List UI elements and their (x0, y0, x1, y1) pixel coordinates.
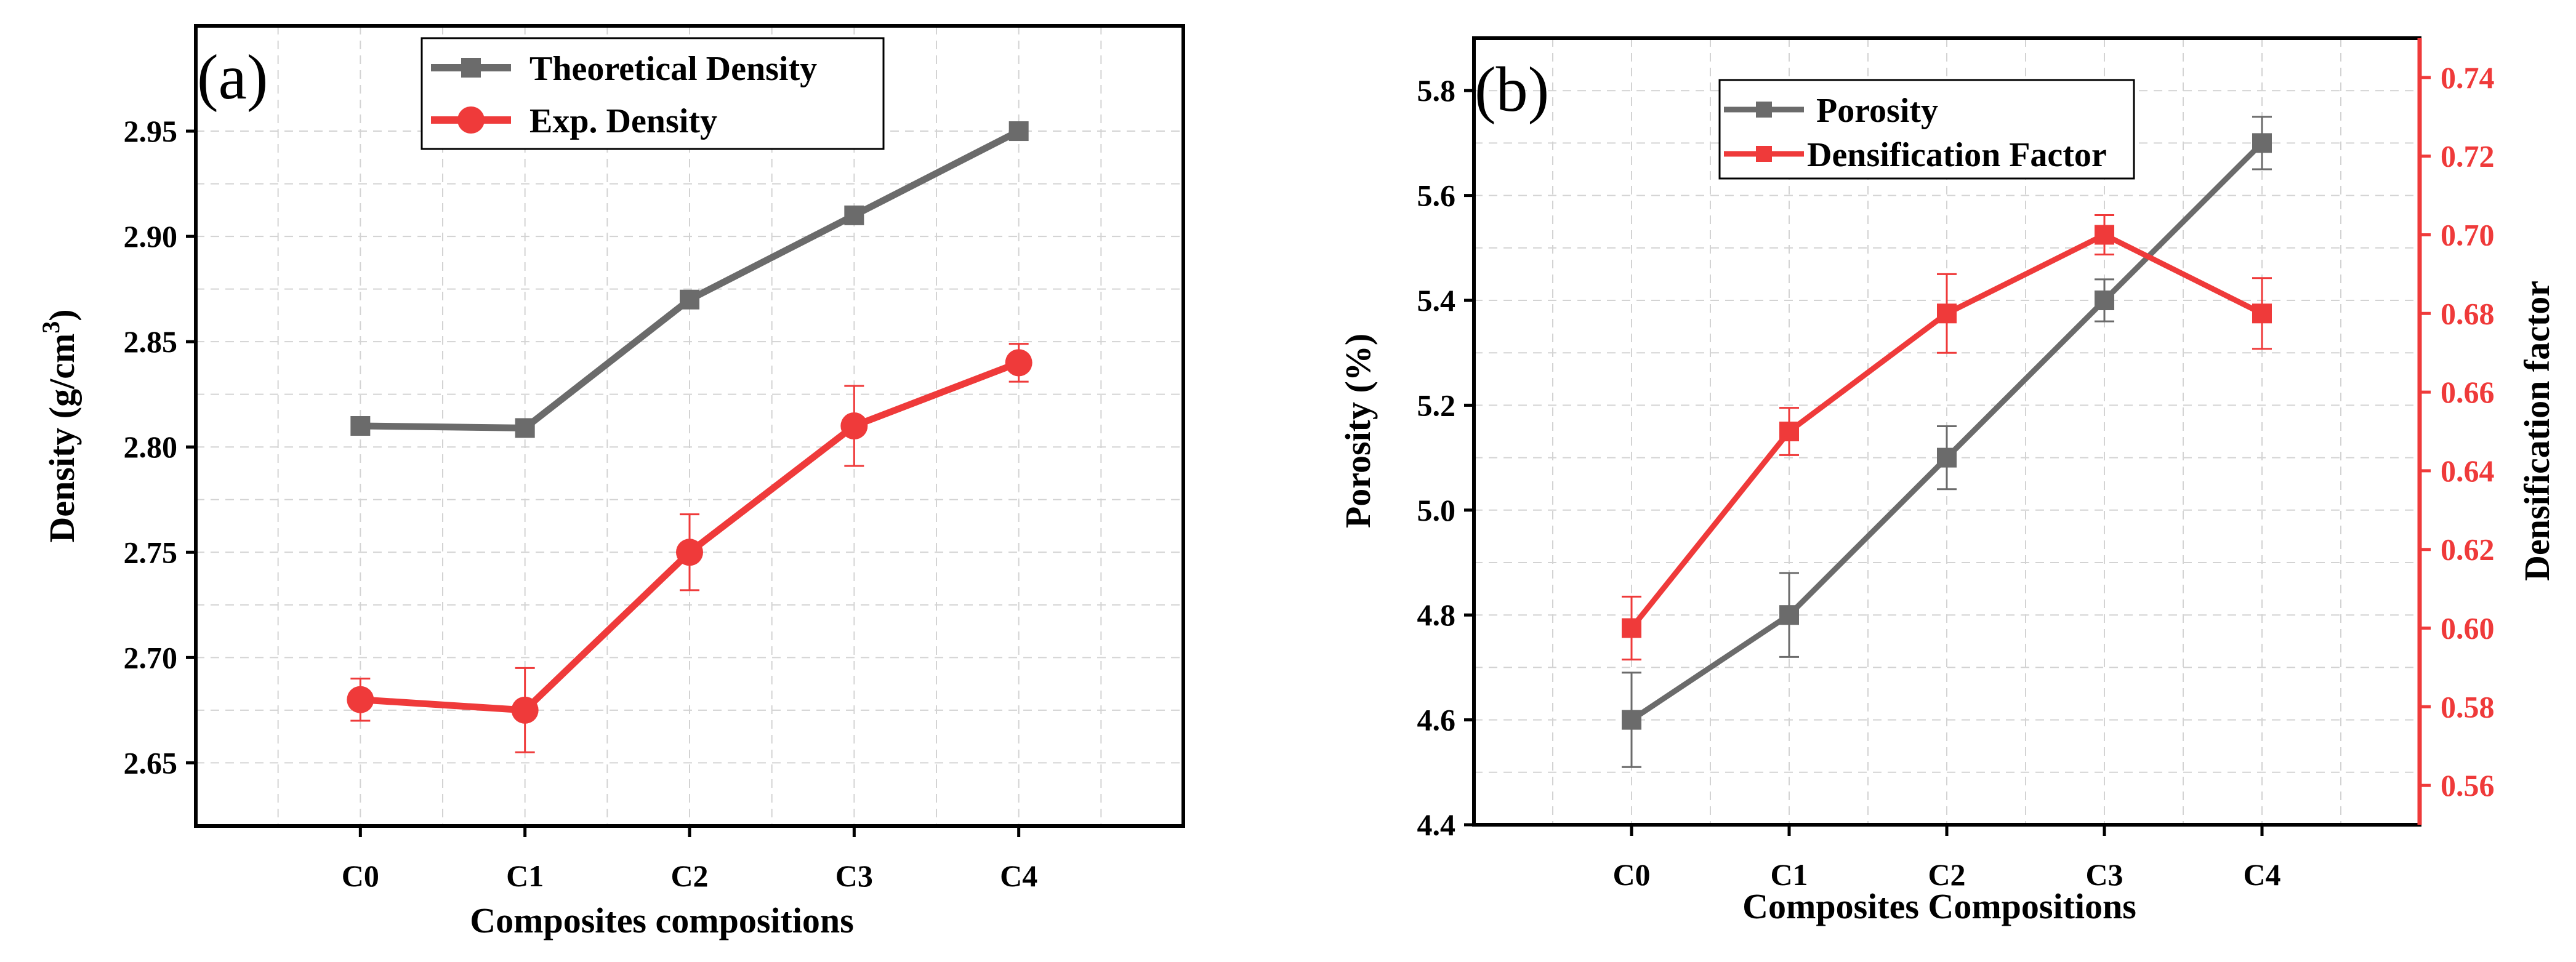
y-tick-label: 2.90 (124, 219, 178, 254)
y2-tick-label: 0.64 (2441, 454, 2495, 488)
data-point-theoretical-density (1008, 121, 1029, 142)
panel-b-legend-box (1718, 79, 2135, 180)
panel-a-legend-box (421, 37, 885, 150)
y2-tick-label: 0.70 (2441, 218, 2495, 252)
data-point-densification-factor (2252, 303, 2272, 324)
panel-a-series (347, 121, 1032, 753)
x-tick-label: C2 (670, 859, 708, 893)
panel-a-grid (196, 26, 1183, 826)
panel-a-y-axis-title: Density (g/cm3) (37, 309, 82, 542)
y2-tick-label: 0.56 (2441, 768, 2495, 803)
y-tick-label: 5.4 (1417, 283, 1456, 318)
y-tick-label: 2.95 (124, 114, 178, 148)
y-tick-label: 4.8 (1417, 598, 1456, 632)
y2-tick-label: 0.68 (2441, 296, 2495, 331)
y-tick-label: 5.0 (1417, 493, 1456, 527)
legend-densification-factor-label: Densification Factor (1807, 136, 2107, 174)
y2-tick-label: 0.62 (2441, 532, 2495, 567)
y-tick-label: 2.75 (124, 535, 178, 569)
x-tick-label: C4 (2243, 857, 2280, 892)
x-tick-label: C2 (1928, 857, 1965, 892)
x-tick-label: C0 (1612, 857, 1650, 892)
y-tick-label: 5.2 (1417, 388, 1456, 422)
series-porosity (1622, 116, 2272, 768)
panel-b-y2-axis-title: Densification factor (2517, 281, 2557, 581)
y-tick-label: 5.8 (1417, 73, 1456, 108)
legend-porosity-marker (1756, 102, 1772, 118)
data-point-densification-factor (1779, 422, 1799, 441)
x-tick-label: C0 (342, 859, 379, 893)
x-tick-label: C1 (506, 859, 544, 893)
legend-porosity-label: Porosity (1816, 92, 1938, 130)
panel-a-x-axis-title: Composites compositions (470, 900, 854, 940)
data-point-densification-factor (1937, 303, 1957, 324)
data-point-porosity (1779, 605, 1799, 625)
y-tick-label: 4.4 (1417, 808, 1456, 842)
x-tick-label: C4 (1000, 859, 1037, 893)
data-point-porosity (1622, 710, 1641, 730)
x-tick-label: C3 (2085, 857, 2123, 892)
data-point-densification-factor (2095, 225, 2114, 245)
panel-a-density-chart: 2.65 2.70 2.75 2.80 2.85 2.90 2.95 C0 C1 C2 C3 C4 (… (37, 24, 1185, 940)
y2-tick-label: 0.74 (2441, 60, 2495, 95)
panel-b-label: (b) (1475, 54, 1549, 125)
panel-a-legend: Theoretical Density Exp. Density (421, 37, 885, 150)
series-densification-factor (1622, 214, 2272, 661)
series-theoretical-density (350, 121, 1029, 438)
data-point-theoretical-density (680, 289, 699, 310)
panel-b-y-axis-title: Porosity (%) (1338, 334, 1378, 528)
y2-tick-label: 0.66 (2441, 375, 2495, 409)
x-tick-label: C3 (835, 859, 873, 893)
data-point-theoretical-density (515, 418, 535, 438)
x-tick-label: C1 (1770, 857, 1808, 892)
y-tick-label: 2.80 (124, 430, 178, 464)
y-tick-label: 4.6 (1417, 703, 1456, 737)
panel-b-legend: Porosity Densification Factor (1718, 79, 2135, 180)
y2-tick-label: 0.60 (2441, 611, 2495, 646)
panel-b-series (1622, 116, 2272, 768)
panel-b-x-axis-title: Composites Compositions (1742, 886, 2136, 926)
data-point-exp-density (347, 686, 374, 713)
legend-theoretical-density-marker (461, 58, 481, 78)
legend-densification-factor-marker (1756, 146, 1772, 162)
panel-b-porosity-chart: 4.4 4.6 4.8 5.0 5.2 5.4 5.6 5.8 0.56 0.58 0.60 0.62… (1338, 36, 2557, 926)
y-tick-label: 2.65 (124, 745, 178, 780)
panel-a-ticks: 2.65 2.70 2.75 2.80 2.85 2.90 2.95 C0 C1 C2 C3 C4 (124, 114, 1038, 893)
legend-theoretical-density-label: Theoretical Density (529, 50, 817, 88)
y2-tick-label: 0.72 (2441, 139, 2495, 174)
data-point-exp-density (511, 696, 539, 724)
legend-exp-density-marker (457, 106, 485, 134)
series-exp-density (347, 343, 1032, 753)
legend-exp-density-label: Exp. Density (529, 102, 717, 140)
data-point-theoretical-density (844, 205, 864, 225)
data-point-porosity (2252, 133, 2272, 153)
y-tick-label: 2.85 (124, 324, 178, 359)
data-point-porosity (2095, 291, 2114, 310)
data-point-porosity (1937, 447, 1957, 468)
data-point-densification-factor (1622, 618, 1641, 638)
y2-tick-label: 0.58 (2441, 689, 2495, 724)
y-tick-label: 2.70 (124, 640, 178, 675)
data-point-theoretical-density (350, 416, 371, 436)
data-point-exp-density (840, 412, 868, 439)
data-point-exp-density (676, 539, 703, 566)
panel-a-label: (a) (197, 42, 268, 113)
data-point-exp-density (1005, 349, 1032, 377)
y-tick-label: 5.6 (1417, 178, 1456, 213)
panel-b-ticks: 4.4 4.6 4.8 5.0 5.2 5.4 5.6 5.8 0.56 0.58 0.60 0.62… (1417, 60, 2495, 892)
